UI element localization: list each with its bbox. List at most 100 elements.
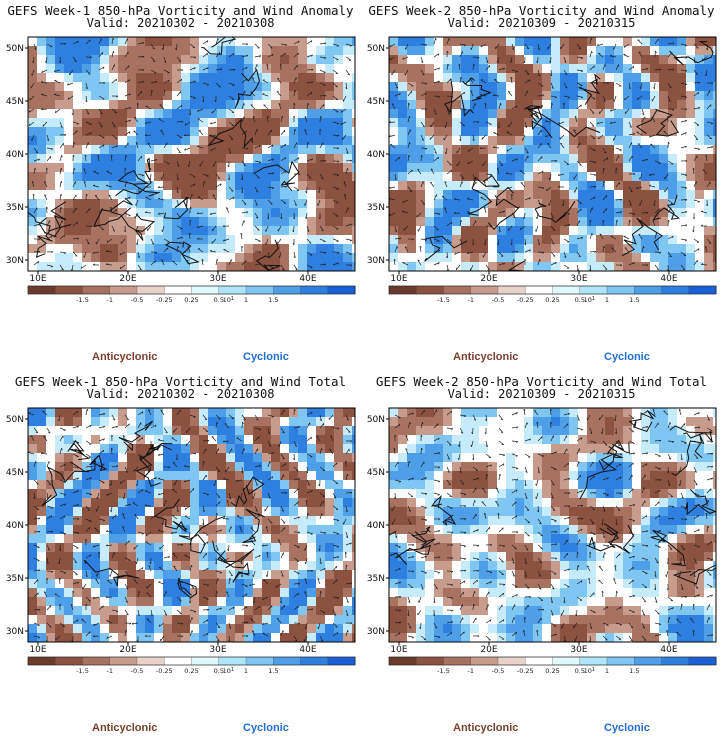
lon-label: 10E	[390, 645, 407, 655]
panel-valid-date: Valid: 20210302 - 20210308	[86, 16, 275, 30]
lon-label: 10E	[29, 645, 46, 655]
colorbar-label: 1.5	[629, 296, 639, 304]
panel-title: GEFS Week-1 850-hPa Vorticity and Wind A…	[7, 3, 354, 18]
colorbar-swatch	[579, 285, 608, 295]
colorbar-label: -1	[468, 296, 474, 304]
lon-label: 40E	[299, 645, 316, 655]
colorbar-scale: 101	[584, 667, 595, 675]
lat-label: 50N	[6, 44, 24, 54]
anticyclonic-label: Anticyclonic	[92, 351, 158, 363]
colorbar: -1.5 -1 -0.5 -0.25 0.25 0.5 1 1.5 101	[27, 285, 356, 304]
colorbar-swatch	[273, 285, 302, 295]
panel-valid-date: Valid: 20210302 - 20210308	[86, 387, 275, 401]
colorbar-swatch	[327, 285, 356, 295]
colorbar-swatch	[109, 285, 138, 295]
cyclonic-label: Cyclonic	[243, 722, 289, 734]
colorbar-swatch	[606, 656, 635, 666]
lat-label: 30N	[367, 627, 385, 637]
colorbar-label: -0.25	[156, 296, 173, 304]
colorbar-label: -0.25	[156, 667, 173, 675]
wind-vectors	[28, 37, 353, 271]
colorbar-swatch	[552, 285, 581, 295]
colorbar-swatch	[191, 285, 220, 295]
lat-label: 45N	[367, 97, 385, 107]
colorbar-swatch	[497, 285, 526, 295]
panel-title: GEFS Week-1 850-hPa Vorticity and Wind T…	[14, 374, 347, 389]
colorbar-swatch	[300, 285, 329, 295]
wind-vectors	[391, 408, 714, 642]
anticyclonic-label: Anticyclonic	[453, 722, 519, 734]
colorbar-label: -1	[468, 667, 474, 675]
colorbar-swatch	[55, 285, 84, 295]
colorbar-swatch	[245, 285, 274, 295]
lon-label: 30E	[209, 274, 226, 284]
colorbar-swatch	[443, 285, 472, 295]
colorbar-swatch	[416, 285, 445, 295]
lon-label: 20E	[119, 645, 136, 655]
colorbar-swatch	[136, 656, 165, 666]
colorbar-label: -1.5	[76, 296, 89, 304]
colorbar-swatch	[688, 285, 717, 295]
colorbar-swatch	[136, 285, 165, 295]
cyclonic-label: Cyclonic	[243, 351, 289, 363]
colorbar-label: 0.25	[184, 296, 198, 304]
anticyclonic-label: Anticyclonic	[453, 351, 519, 363]
colorbar-swatch	[388, 656, 417, 666]
colorbar-swatch	[661, 285, 690, 295]
colorbar: -1.5 -1 -0.5 -0.25 0.25 0.5 1 1.5 101	[388, 656, 717, 675]
colorbar-label: 1	[605, 667, 609, 675]
lat-label: 35N	[6, 203, 24, 213]
colorbar-label: 0.25	[184, 667, 198, 675]
colorbar-scale: 101	[584, 296, 595, 304]
panel-valid-date: Valid: 20210309 - 20210315	[447, 387, 636, 401]
colorbar-swatch	[82, 285, 111, 295]
lat-label: 50N	[6, 415, 24, 425]
colorbar-swatch	[661, 656, 690, 666]
colorbar-swatch	[164, 285, 193, 295]
colorbar-label: 0.5	[575, 667, 585, 675]
lon-label: 30E	[570, 645, 587, 655]
lon-label: 20E	[119, 274, 136, 284]
colorbar-label: -0.5	[131, 296, 144, 304]
colorbar-label: 1	[605, 296, 609, 304]
panel-title: GEFS Week-2 850-hPa Vorticity and Wind A…	[368, 3, 715, 18]
lon-label: 40E	[299, 274, 316, 284]
colorbar-swatch	[55, 656, 84, 666]
colorbar-swatch	[300, 656, 329, 666]
cyclonic-label: Cyclonic	[604, 351, 650, 363]
vorticity-map: 50N 45N 40N 35N 30N 10E 20E 30E 40E -1.5 -1 -0.5 -0.…	[367, 407, 717, 675]
lat-label: 40N	[6, 521, 24, 531]
panel-valid-date: Valid: 20210309 - 20210315	[447, 16, 636, 30]
colorbar: -1.5 -1 -0.5 -0.25 0.25 0.5 1 1.5 101	[388, 285, 717, 304]
anticyclonic-label: Anticyclonic	[92, 722, 158, 734]
colorbar-label: 1	[244, 296, 248, 304]
lon-label: 10E	[390, 274, 407, 284]
vorticity-field	[389, 408, 716, 642]
colorbar-label: -0.25	[517, 667, 534, 675]
wind-vectors	[389, 37, 714, 271]
lat-label: 40N	[367, 521, 385, 531]
panel-week2-anomaly: GEFS Week-2 850-hPa Vorticity and Wind A…	[361, 0, 722, 371]
colorbar-scale: 101	[223, 667, 234, 675]
lon-label: 40E	[660, 645, 677, 655]
vorticity-field	[389, 37, 716, 271]
colorbar-swatch	[688, 656, 717, 666]
colorbar-label: 1.5	[629, 667, 639, 675]
wind-vectors	[28, 408, 353, 642]
lat-label: 50N	[367, 415, 385, 425]
lat-label: 30N	[6, 256, 24, 266]
colorbar-label: -0.25	[517, 296, 534, 304]
lat-label: 40N	[367, 150, 385, 160]
lat-label: 50N	[367, 44, 385, 54]
colorbar-label: 1.5	[268, 667, 278, 675]
colorbar-label: 0.25	[545, 296, 559, 304]
colorbar-label: -1.5	[437, 667, 450, 675]
colorbar-swatch	[470, 656, 499, 666]
colorbar-swatch	[470, 285, 499, 295]
colorbar-swatch	[497, 656, 526, 666]
colorbar-swatch	[443, 656, 472, 666]
lat-label: 35N	[6, 574, 24, 584]
lat-label: 45N	[6, 468, 24, 478]
vorticity-map: 50N 45N 40N 35N 30N 10E 20E 30E 40E -1.5 -1 -0.5 -0.…	[367, 36, 717, 304]
vorticity-field	[28, 37, 355, 271]
